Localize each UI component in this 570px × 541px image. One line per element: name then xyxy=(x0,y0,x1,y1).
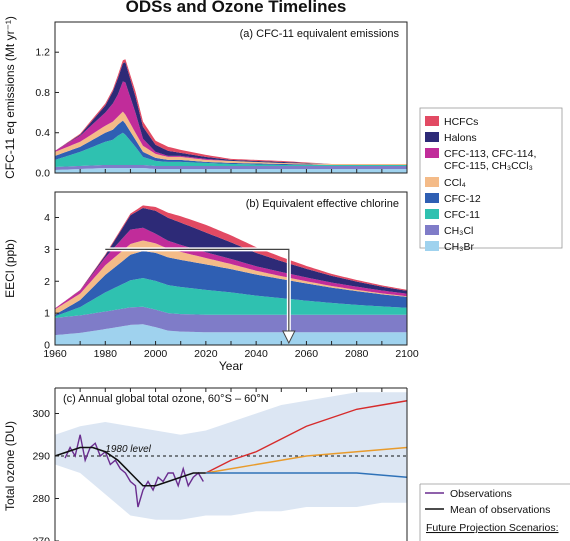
y-axis-label: CFC-11 eq emissions (Mt yr⁻¹) xyxy=(3,16,17,179)
y-tick-label: 2 xyxy=(44,276,50,288)
y-tick-label: 270 xyxy=(32,536,50,541)
area-6 xyxy=(55,62,407,164)
return-arrow-head xyxy=(282,330,296,345)
area-3 xyxy=(55,120,407,165)
line-series-0 xyxy=(64,434,204,508)
x-tick-label: 1960 xyxy=(43,348,67,360)
panel-b: 0 1 2 3 4 1960 1980 2000 2020 2040 2060 2080 2100 (b)… xyxy=(3,191,419,373)
area-3 xyxy=(55,250,407,317)
line-series-3 xyxy=(205,446,408,474)
legend-swatch xyxy=(425,225,439,235)
line-series-1 xyxy=(54,446,206,487)
legend-label: CFC-113, CFC-114, xyxy=(444,148,536,160)
legend-label: CH₃Cl xyxy=(444,225,473,237)
legend-c: Observations Mean of observations Future P… xyxy=(419,483,570,541)
legend-label-line2: CFC-115, CH₃CCl₃ xyxy=(444,160,533,172)
chart-title: ODSs and Ozone Timelines xyxy=(126,0,347,16)
reference-line-label: 1980 level xyxy=(105,444,151,455)
legend-label: CFC-11 xyxy=(444,209,480,221)
line-series-2 xyxy=(205,400,408,474)
panel-title: (a) CFC-11 equivalent emissions xyxy=(240,28,400,40)
y-tick-label: 0.4 xyxy=(35,127,50,139)
panel-c: 1980 level 270 280 290 300 (c) Annual global … xyxy=(3,387,408,541)
area-1 xyxy=(55,306,407,336)
legend-ab: HCFCs Halons CFC-113, CFC-114,CFC-115, CH₃… xyxy=(419,107,563,253)
legend-label: Observations xyxy=(450,488,512,500)
y-tick-label: 3 xyxy=(44,244,50,256)
y-tick-label: 0.0 xyxy=(35,168,50,180)
y-axis-label: Total ozone (DU) xyxy=(3,421,17,511)
area-2 xyxy=(55,278,407,318)
x-tick-label: 2040 xyxy=(244,348,268,360)
legend-swatch xyxy=(425,241,439,251)
x-tick-label: 2100 xyxy=(395,348,419,360)
y-tick-label: 4 xyxy=(44,212,50,224)
area-2 xyxy=(55,132,407,167)
x-tick-label: 1980 xyxy=(94,348,118,360)
legend-swatch xyxy=(425,209,439,219)
return-arrow-line xyxy=(105,248,290,335)
x-tick-label: 2000 xyxy=(144,348,168,360)
y-tick-label: 300 xyxy=(32,408,50,420)
legend-label: CH₃Br xyxy=(444,241,474,253)
area-5 xyxy=(55,81,407,164)
legend-ab-frame xyxy=(419,107,563,249)
line-series-4 xyxy=(205,472,408,478)
y-tick-label: 0.8 xyxy=(35,87,50,99)
panel-title: (b) Equivalent effective chlorine xyxy=(246,198,399,210)
y-tick-label: 280 xyxy=(32,493,50,505)
area-1 xyxy=(55,164,407,170)
legend-label: HCFCs xyxy=(444,116,478,128)
legend-swatch xyxy=(425,193,439,203)
area-4 xyxy=(55,111,407,165)
panel-a: 0.0 0.4 0.8 1.2 (a) CFC-11 equivalent emissi… xyxy=(3,16,408,180)
legend-footer: Future Projection Scenarios: xyxy=(426,522,558,534)
legend-label: Halons xyxy=(444,132,477,144)
panel-title: (c) Annual global total ozone, 60°S – 60… xyxy=(63,393,269,405)
x-axis-label: Year xyxy=(219,359,243,373)
y-tick-label: 1 xyxy=(44,308,50,320)
area-6 xyxy=(55,207,407,309)
y-tick-label: 1.2 xyxy=(35,47,50,59)
x-tick-label: 2060 xyxy=(295,348,319,360)
legend-label: Mean of observations xyxy=(450,504,550,516)
y-axis-label: EECl (ppb) xyxy=(3,239,17,298)
legend-label: CCl₄ xyxy=(444,177,466,189)
legend-swatch xyxy=(425,148,439,158)
legend-swatch xyxy=(425,132,439,142)
x-tick-label: 2020 xyxy=(194,348,218,360)
area-0 xyxy=(55,324,407,345)
y-tick-label: 0 xyxy=(44,340,50,352)
y-tick-label: 290 xyxy=(32,451,50,463)
legend-swatch xyxy=(425,116,439,126)
legend-swatch xyxy=(425,177,439,187)
legend-label: CFC-12 xyxy=(444,193,481,205)
x-tick-label: 2080 xyxy=(345,348,369,360)
